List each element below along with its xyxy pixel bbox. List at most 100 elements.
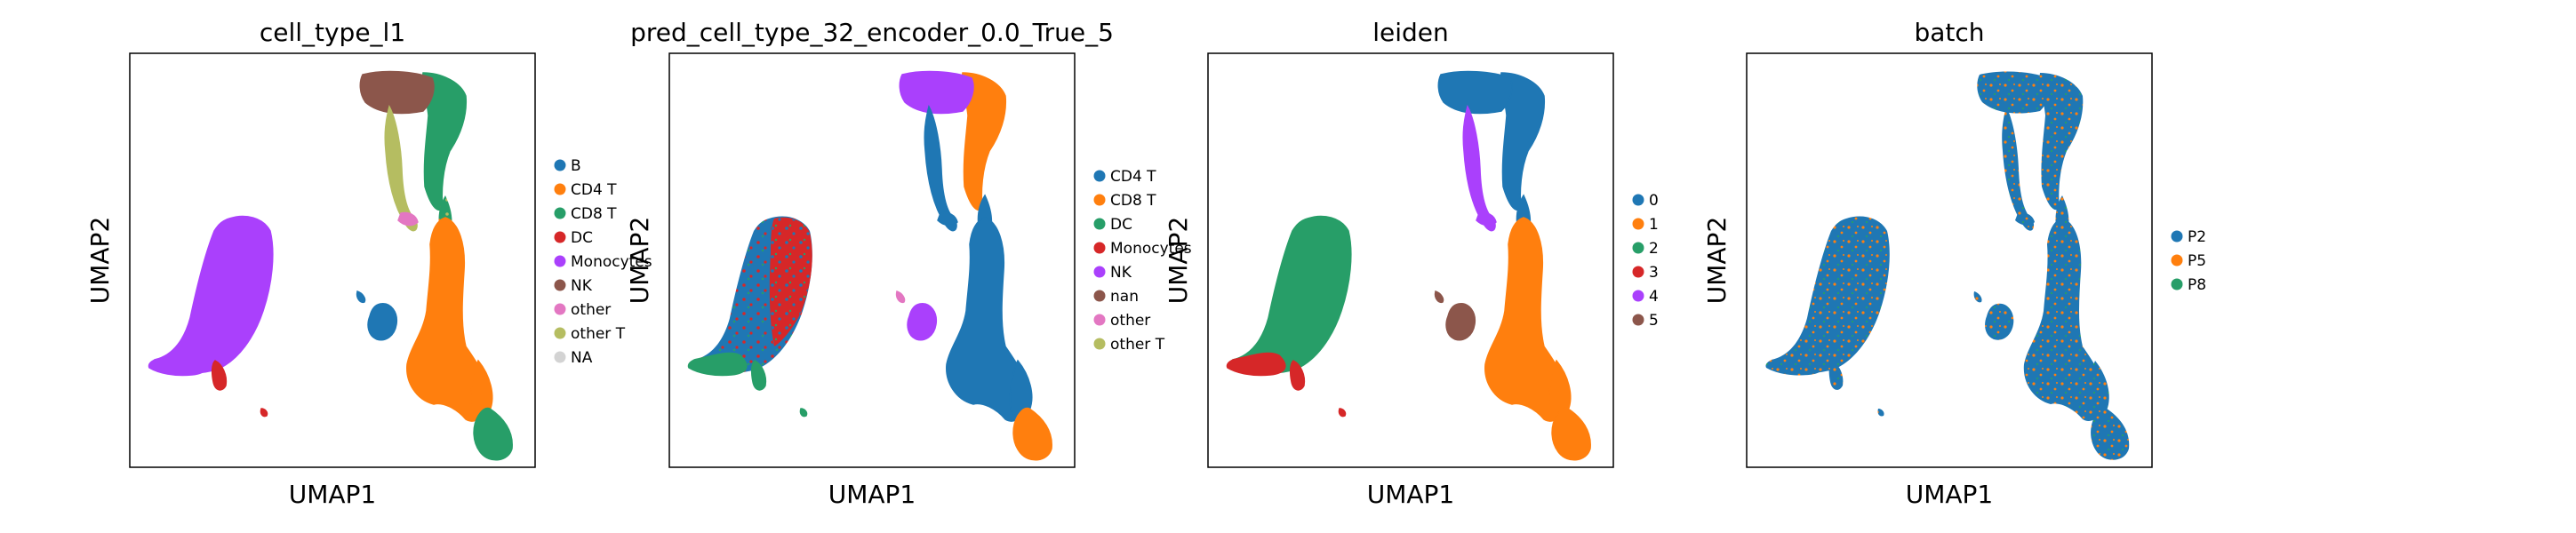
x-axis-label: UMAP1 <box>1906 480 1994 509</box>
legend-marker <box>2171 230 2183 243</box>
legend-label: other <box>571 301 611 319</box>
cell-cluster-nktop <box>359 70 435 115</box>
cell-cluster-bisland <box>1985 303 2014 340</box>
cell-cluster-mid <box>1462 104 1496 232</box>
legend-item: 2 <box>1632 240 1659 258</box>
panel-title: batch <box>1914 18 1984 47</box>
legend-label: NA <box>571 349 593 367</box>
legend-item: other T <box>1093 336 1165 354</box>
legend-label: P8 <box>2188 276 2206 294</box>
legend-marker <box>554 159 566 171</box>
plot-frame <box>668 52 1076 468</box>
cell-cluster-mono <box>1230 215 1352 374</box>
cell-cluster-bisland <box>367 303 398 341</box>
x-axis-label: UMAP1 <box>828 480 916 509</box>
y-axis-label: UMAP2 <box>1702 217 1732 305</box>
legend-marker <box>1093 338 1106 350</box>
scatter-clusters <box>1765 71 2130 460</box>
legend-marker <box>554 183 566 195</box>
cell-cluster-pink <box>937 211 958 227</box>
cell-cluster-bottom <box>1012 407 1052 461</box>
legend-item: CD4 T <box>554 181 617 199</box>
cell-cluster-mainr <box>2087 361 2109 418</box>
y-axis-label: UMAP2 <box>1164 217 1193 305</box>
legend-item: 5 <box>1632 312 1659 330</box>
cell-cluster-dots <box>1434 290 1444 304</box>
legend-marker <box>1093 218 1106 230</box>
cell-cluster-pink <box>397 211 419 227</box>
legend-item: P2 <box>2171 228 2206 246</box>
cell-cluster-nktop <box>899 70 974 115</box>
legend-item: 3 <box>1632 264 1659 282</box>
cell-cluster-mid <box>924 104 957 232</box>
cell-cluster-dots <box>1973 291 1982 303</box>
legend-label: 4 <box>1649 288 1659 306</box>
cell-cluster-mid <box>384 104 418 232</box>
legend-marker <box>554 279 566 291</box>
legend-label: NK <box>571 277 593 295</box>
umap-panel-leiden: leiden UMAP1 UMAP2 0 1 2 3 4 5 <box>1164 18 1659 509</box>
legend-label: CD4 T <box>1110 168 1156 186</box>
legend-label: CD4 T <box>571 181 617 199</box>
cell-cluster-bottom <box>1551 407 1591 461</box>
legend-item: NK <box>1093 264 1132 282</box>
panel-title: cell_type_l1 <box>260 18 405 47</box>
cell-cluster-pink <box>2015 212 2035 226</box>
legend: CD4 T CD8 T DC Monocytes NK nan other other T <box>1093 168 1192 354</box>
legend-label: P5 <box>2188 252 2206 270</box>
scatter-clusters <box>148 70 513 461</box>
cell-cluster-main <box>1484 217 1568 422</box>
cell-cluster-monotail <box>1765 353 1824 376</box>
legend-label: 0 <box>1649 192 1659 210</box>
cell-cluster-dcspec <box>1338 408 1347 418</box>
legend-marker <box>1093 314 1106 326</box>
cell-cluster-mono <box>1769 216 1890 373</box>
legend-label: other T <box>1110 336 1165 354</box>
legend-marker <box>554 303 566 315</box>
legend-label: CD8 T <box>571 205 617 223</box>
legend-item: CD8 T <box>1093 192 1156 210</box>
legend-label: 5 <box>1649 312 1659 330</box>
legend-marker <box>1093 290 1106 302</box>
legend-item: P8 <box>2171 276 2206 294</box>
legend-item: 4 <box>1632 288 1659 306</box>
cell-cluster-monocytes-core <box>769 217 812 346</box>
plot-frame <box>129 52 536 468</box>
panel-title: leiden <box>1372 18 1449 47</box>
legend: B CD4 T CD8 T DC Monocytes NK other other T NA <box>554 157 652 367</box>
y-axis-label: UMAP2 <box>625 217 654 305</box>
cell-cluster-main <box>2023 218 2107 421</box>
cell-cluster-dc <box>1828 361 1844 390</box>
legend-marker <box>1632 266 1644 278</box>
cell-cluster-nktop <box>1437 70 1513 115</box>
legend-label: 3 <box>1649 264 1659 282</box>
plot-frame <box>1207 52 1614 468</box>
cell-cluster-dc <box>211 360 228 391</box>
scatter-clusters <box>1226 70 1591 461</box>
legend-item: P5 <box>2171 252 2206 270</box>
legend-marker <box>554 327 566 339</box>
legend-marker <box>1632 314 1644 326</box>
legend-marker <box>554 255 566 267</box>
legend-item: other T <box>554 325 626 343</box>
umap-panel-cell-type-l1: cell_type_l1 UMAP1 UMAP2 B CD4 T CD8 T DC Mo… <box>85 18 652 509</box>
cell-cluster-bottom <box>473 407 513 461</box>
cell-cluster-dcspec <box>260 408 268 418</box>
legend-marker <box>554 231 566 243</box>
legend-label: Monocytes <box>571 253 652 271</box>
legend-marker <box>554 207 566 219</box>
legend-label: DC <box>571 229 593 247</box>
cell-cluster-dcspec <box>1877 409 1884 417</box>
legend-label: other T <box>571 325 626 343</box>
cell-cluster-main <box>406 217 490 422</box>
legend-item: Monocytes <box>1093 240 1192 258</box>
legend-marker <box>1632 194 1644 206</box>
cell-cluster-dots <box>895 290 906 304</box>
legend-item: other <box>1093 312 1150 330</box>
cell-cluster-nktop <box>1977 71 2051 114</box>
legend-item: Monocytes <box>554 253 652 271</box>
legend-marker <box>554 351 566 363</box>
cell-cluster-bisland <box>907 303 938 341</box>
legend-marker <box>1632 242 1644 254</box>
x-axis-label: UMAP1 <box>1367 480 1455 509</box>
